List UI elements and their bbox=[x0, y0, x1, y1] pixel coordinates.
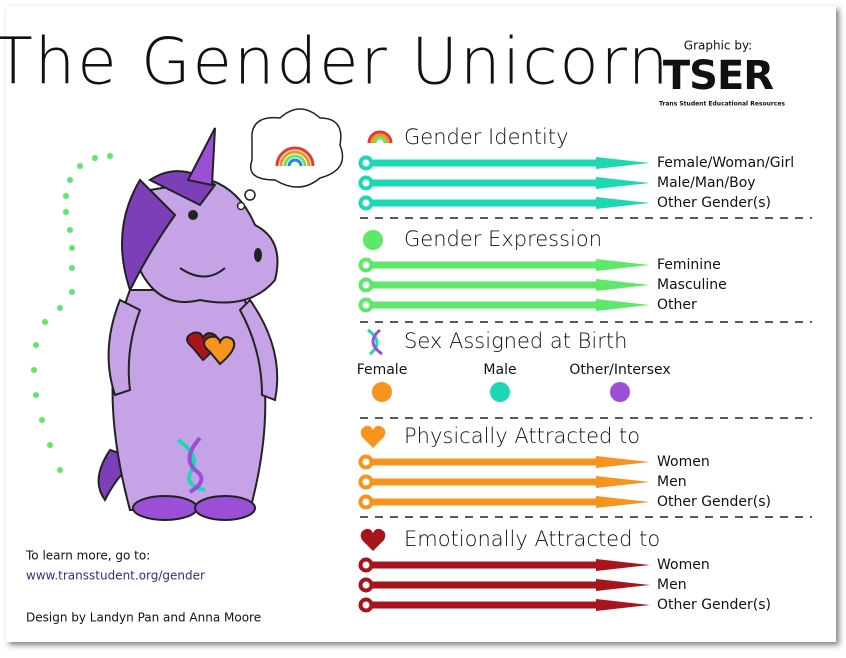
arrow-head bbox=[596, 259, 650, 271]
arrow-slider bbox=[358, 577, 374, 593]
credit-org: Trans Student Educational Resources bbox=[659, 101, 785, 108]
url[interactable]: www.transstudent.org/gender bbox=[26, 569, 205, 583]
arrow-slider bbox=[358, 277, 374, 293]
arrow-head bbox=[596, 559, 650, 571]
icon bbox=[360, 425, 386, 448]
title: The Gender Unicorn bbox=[0, 26, 670, 100]
section-title: Physically Attracted to bbox=[404, 424, 640, 448]
section-title: Emotionally Attracted to bbox=[404, 527, 660, 551]
icon bbox=[370, 133, 390, 144]
arrow-head bbox=[596, 177, 650, 189]
icon bbox=[367, 130, 393, 144]
arrow-slider bbox=[358, 494, 374, 510]
arrow-label: Female/Woman/Girl bbox=[657, 155, 794, 171]
arrow-label: Men bbox=[657, 577, 687, 593]
arrow-label: Feminine bbox=[657, 257, 721, 273]
arrow-head bbox=[596, 579, 650, 591]
option-dot bbox=[490, 382, 510, 402]
section-title: Sex Assigned at Birth bbox=[404, 329, 627, 353]
arrow-slider bbox=[358, 257, 374, 273]
arrow-label: Other Gender(s) bbox=[657, 195, 771, 211]
design-credit: Design by Landyn Pan and Anna Moore bbox=[26, 611, 261, 625]
arrow-label: Men bbox=[657, 474, 687, 490]
thought-bubble bbox=[236, 108, 344, 211]
icon bbox=[363, 230, 383, 250]
arrow-label: Other Gender(s) bbox=[657, 597, 771, 613]
arrow-label: Male/Man/Boy bbox=[657, 175, 756, 191]
dotted-arc bbox=[31, 153, 113, 473]
arrow-label: Women bbox=[657, 454, 710, 470]
unicorn bbox=[31, 127, 279, 521]
arrow-slider bbox=[358, 175, 374, 191]
logo: TSER bbox=[663, 53, 773, 99]
icon bbox=[367, 328, 379, 356]
option-label: Other/Intersex bbox=[569, 362, 670, 378]
arrow-head bbox=[596, 299, 650, 311]
arrow-label: Masculine bbox=[657, 277, 727, 293]
arrow-head bbox=[596, 157, 650, 169]
arrow-slider bbox=[358, 297, 374, 313]
option-label: Male bbox=[483, 362, 516, 378]
arrow-slider bbox=[358, 155, 374, 171]
option-dot bbox=[610, 382, 630, 402]
arrow-head bbox=[596, 496, 650, 508]
arrow-head bbox=[596, 197, 650, 209]
icon bbox=[360, 528, 386, 551]
arrow-label: Women bbox=[657, 557, 710, 573]
arrow-slider bbox=[358, 474, 374, 490]
arrow-label: Other Gender(s) bbox=[657, 494, 771, 510]
option-label: Female bbox=[357, 362, 408, 378]
section-title: Gender Identity bbox=[404, 125, 569, 149]
option-dot bbox=[372, 382, 392, 402]
credit-label: Graphic by: bbox=[684, 39, 752, 53]
arrow-head bbox=[596, 279, 650, 291]
arrow-head bbox=[596, 456, 650, 468]
arrow-slider bbox=[358, 557, 374, 573]
arrow-head bbox=[596, 599, 650, 611]
section-title: Gender Expression bbox=[404, 227, 602, 251]
arrow-slider bbox=[358, 454, 374, 470]
arrow-label: Other bbox=[657, 297, 697, 313]
learn-more: To learn more, go to: bbox=[25, 549, 150, 563]
arrow-slider bbox=[358, 597, 374, 613]
icon bbox=[371, 328, 383, 356]
arrow-slider bbox=[358, 195, 374, 211]
icon bbox=[373, 136, 387, 144]
arrow-head bbox=[596, 476, 650, 488]
